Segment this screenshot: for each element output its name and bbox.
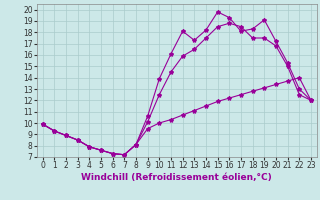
X-axis label: Windchill (Refroidissement éolien,°C): Windchill (Refroidissement éolien,°C) [81,173,272,182]
